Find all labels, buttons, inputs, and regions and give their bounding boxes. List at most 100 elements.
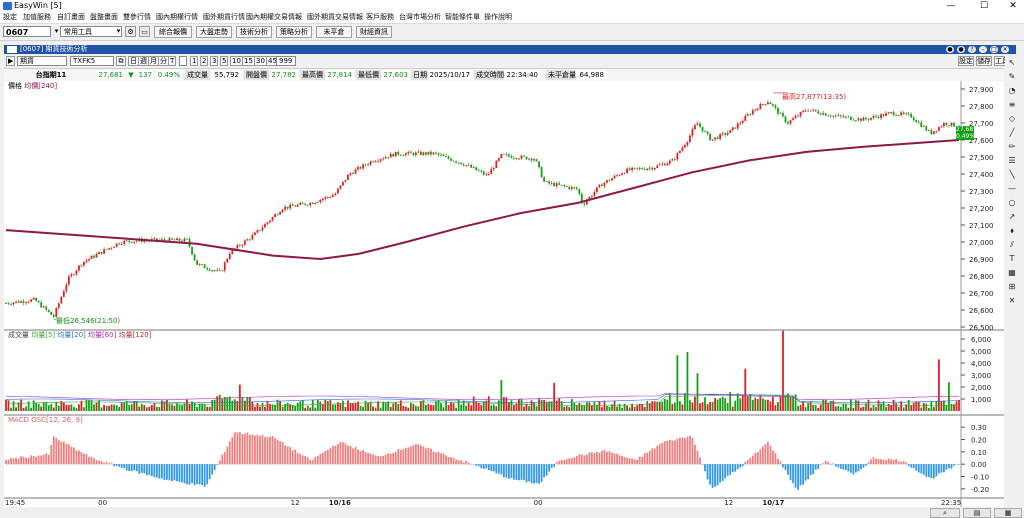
chart-area[interactable]: 27,900 27,800 27,700 27,600 27,500 27,400 27,3…	[4, 81, 1004, 507]
fibonacci-icon[interactable]: ☰	[1008, 156, 1016, 165]
macd-bar	[377, 456, 380, 465]
help-icon[interactable]: ?	[968, 46, 976, 53]
macd-bar	[155, 464, 158, 478]
menu-item-foreign-futures[interactable]: 國外期貨行情	[203, 13, 245, 21]
macd-bar	[711, 464, 714, 488]
volume-bar	[711, 401, 714, 411]
circle-icon[interactable]: ○	[1008, 198, 1016, 207]
channel-icon[interactable]: ⫽	[1010, 240, 1014, 249]
macd-bar	[855, 464, 857, 473]
menu-item-addon[interactable]: 加值服務	[23, 13, 51, 21]
window-icon[interactable]: ▭	[139, 26, 150, 37]
maximize-button[interactable]: ☐	[979, 1, 989, 11]
child-close-button[interactable]: ×	[1001, 46, 1009, 53]
shape-icon[interactable]: ◇	[1008, 114, 1016, 123]
minute-3-button[interactable]: 3	[210, 56, 219, 66]
strategy-analysis-button[interactable]: 策略分析	[276, 26, 312, 38]
arrow-icon[interactable]: ↗	[1008, 212, 1016, 221]
open-interest-button[interactable]: 未平倉	[316, 26, 352, 38]
minimize-button[interactable]: —	[946, 1, 956, 11]
link-icon[interactable]: ●	[946, 46, 954, 53]
settings-button[interactable]: 設定	[958, 56, 974, 66]
technical-chart[interactable]: 27,900 27,800 27,700 27,600 27,500 27,400 27,3…	[4, 81, 1004, 507]
lines-icon[interactable]: ≡	[1008, 100, 1016, 109]
menu-item-customer-service[interactable]: 客戶服務	[366, 13, 394, 21]
candle-body	[196, 260, 199, 265]
child-minimize-button[interactable]: –	[979, 46, 987, 53]
volume-bar	[646, 401, 649, 411]
financial-news-button[interactable]: 財經資訊	[356, 26, 392, 38]
line-tool-icon[interactable]: ╱	[1009, 128, 1015, 137]
menu-item-smart-order[interactable]: 智能條件單	[445, 13, 480, 21]
macd-bar	[221, 454, 224, 465]
menu-item-custom-screen[interactable]: 自訂畫面	[57, 13, 85, 21]
candle-body	[648, 167, 651, 169]
status-search-button[interactable]: ⌕	[930, 508, 960, 518]
print-icon[interactable]: ●	[957, 46, 965, 53]
minute-10-button[interactable]: 10	[230, 56, 243, 66]
candle-body	[105, 249, 108, 251]
menu-item-consolidation[interactable]: 盤整畫面	[90, 13, 118, 21]
volume-bar	[953, 404, 955, 411]
horizontal-line-icon[interactable]: —	[1008, 184, 1016, 193]
minute-1-button[interactable]: 1	[190, 56, 199, 66]
menu-item-tw-market-analysis[interactable]: 台灣市場分析	[399, 13, 441, 21]
play-icon[interactable]: ▶	[6, 56, 15, 66]
stock-code-input[interactable]: 0607	[3, 26, 51, 37]
brush-icon[interactable]: ✎	[1008, 72, 1016, 81]
minute-5-button[interactable]: 5	[220, 56, 229, 66]
gear-icon[interactable]: ⚙	[125, 26, 136, 37]
candle-body	[910, 113, 913, 118]
volume-bar	[510, 400, 513, 411]
menu-item-domestic-options[interactable]: 國內期權行情	[156, 13, 198, 21]
menu-item-foreign-trade-info[interactable]: 國外期貨交易情報	[307, 13, 363, 21]
tool-select[interactable]: 常用工具	[60, 26, 122, 37]
save-button[interactable]: 儲存	[976, 56, 992, 66]
copy-icon[interactable]: ⧉	[116, 56, 126, 66]
macd-bar	[834, 464, 837, 467]
macd-bar	[259, 435, 261, 465]
cursor-icon[interactable]: ↖	[1008, 58, 1016, 67]
grid-icon[interactable]: ▦	[1008, 268, 1016, 277]
status-tool-button-1[interactable]: ▤	[963, 508, 991, 518]
candle-body	[741, 120, 744, 123]
dropdown-arrow-icon[interactable]: ▾	[54, 27, 59, 35]
candle-body	[663, 163, 666, 166]
period-tick-button[interactable]: T	[168, 56, 177, 66]
volume-bar	[125, 401, 128, 411]
volume-bar	[442, 407, 445, 411]
ray-icon[interactable]: ╲	[1009, 170, 1015, 179]
instrument-type-select[interactable]: 期貨	[17, 56, 67, 66]
pencil-icon[interactable]: ✏	[1008, 142, 1016, 151]
volume-bar	[593, 401, 596, 411]
minute-select[interactable]	[179, 56, 187, 66]
measure-icon[interactable]: ⊞	[1008, 282, 1016, 291]
text-icon[interactable]: T	[1009, 254, 1015, 263]
volume-bar	[10, 407, 12, 411]
delete-icon[interactable]: ✕	[1008, 296, 1016, 305]
technical-analysis-button[interactable]: 技術分析	[236, 26, 272, 38]
child-maximize-button[interactable]: □	[990, 46, 998, 53]
menu-item-settings[interactable]: 設定	[3, 13, 17, 21]
bar-count-input[interactable]: 999	[276, 56, 296, 66]
volume-bar	[98, 400, 100, 411]
app-title: EasyWin [5]	[14, 1, 62, 10]
minute-15-button[interactable]: 15	[242, 56, 255, 66]
macd-bar	[296, 452, 299, 465]
marker-icon[interactable]: ⬧	[1010, 226, 1014, 235]
symbol-select[interactable]: TXFK5	[70, 56, 114, 66]
status-tool-button-2[interactable]: ▦	[994, 508, 1022, 518]
palette-icon[interactable]: ◔	[1008, 86, 1016, 95]
market-trend-button[interactable]: 大盤走勢	[196, 26, 232, 38]
overview-quote-button[interactable]: 綜合報價	[154, 26, 192, 38]
minute-30-button[interactable]: 30	[254, 56, 267, 66]
menu-item-dual-quote[interactable]: 雙參行情	[123, 13, 151, 21]
candle-body	[389, 153, 392, 158]
close-button[interactable]: ✕	[1009, 1, 1017, 11]
menu-item-domestic-trade-info[interactable]: 國內期權交易情報	[246, 13, 302, 21]
volume-bar	[462, 400, 465, 411]
chevron-down-icon[interactable]: ▾	[116, 27, 121, 35]
menu-item-help[interactable]: 操作說明	[484, 13, 512, 21]
macd-bar	[62, 441, 65, 465]
minute-2-button[interactable]: 2	[200, 56, 209, 66]
